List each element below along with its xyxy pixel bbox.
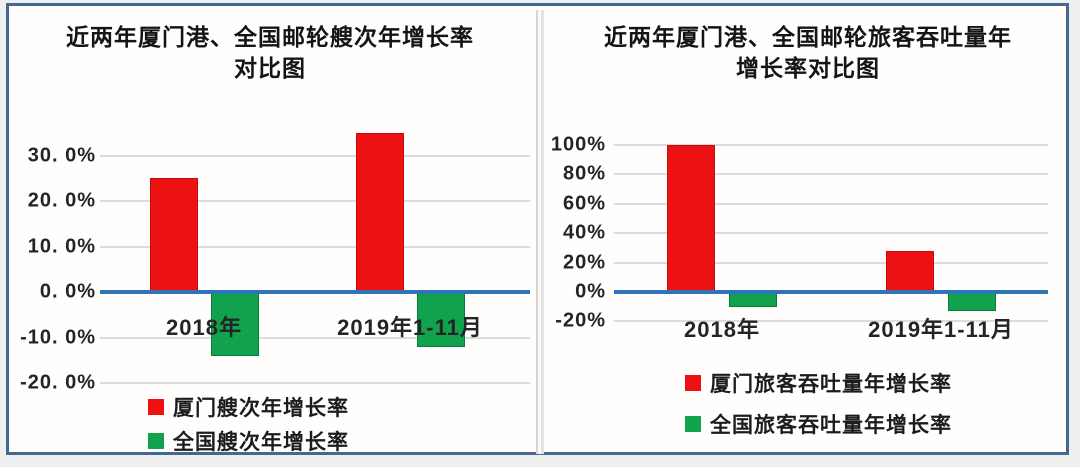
legend-series-label: 全国艘次年增长率 bbox=[173, 431, 349, 454]
bar-series1-cat0 bbox=[210, 292, 259, 356]
right-chart-title-line2: 增长率对比图 bbox=[736, 55, 880, 81]
bar-series0-cat0 bbox=[667, 145, 715, 292]
bar-series1-cat0 bbox=[729, 292, 777, 307]
right-chart-title-line1: 近两年厦门港、全国邮轮旅客吞吐量年 bbox=[604, 24, 1012, 50]
legend-series-label: 厦门旅客吞吐量年增长率 bbox=[710, 373, 952, 396]
x-category-label: 2018年 bbox=[166, 315, 242, 340]
legend-color-swatch bbox=[685, 416, 701, 432]
bar-series1-cat1 bbox=[948, 292, 996, 312]
legend-series-label: 厦门艘次年增长率 bbox=[173, 397, 349, 420]
legend-series-label: 全国旅客吞吐量年增长率 bbox=[710, 414, 952, 437]
y-axis-tick-label: -20. 0% bbox=[20, 371, 96, 394]
y-axis-tick-label: 10. 0% bbox=[27, 235, 96, 257]
y-axis-tick-label: 20% bbox=[562, 251, 606, 274]
right-chart-title: 近两年厦门港、全国邮轮旅客吞吐量年 增长率对比图 bbox=[568, 22, 1048, 84]
y-axis-tick-label: -20% bbox=[555, 309, 606, 332]
gridline bbox=[614, 261, 1048, 264]
legend-item-series1: 全国旅客吞吐量年增长率 bbox=[685, 409, 952, 439]
y-axis-tick-label: 20. 0% bbox=[27, 189, 96, 212]
chart-divider bbox=[536, 10, 541, 454]
bar-series0-cat0 bbox=[149, 178, 198, 292]
gridline bbox=[100, 382, 530, 384]
left-chart-title-line1: 近两年厦门港、全国邮轮艘次年增长率 bbox=[66, 24, 474, 50]
y-axis-tick-label: 40% bbox=[562, 221, 606, 244]
y-axis-tick-label: 60% bbox=[562, 192, 606, 215]
zero-axis-line bbox=[614, 290, 1048, 294]
legend-color-swatch bbox=[685, 375, 701, 391]
y-axis-tick-label: -10. 0% bbox=[20, 326, 96, 348]
legend-item-series1: 全国艘次年增长率 bbox=[148, 426, 349, 456]
gridline bbox=[614, 202, 1048, 205]
bar-series0-cat1 bbox=[886, 250, 934, 292]
y-axis-tick-label: 80% bbox=[562, 162, 606, 185]
x-category-label: 2019年1-11月 bbox=[337, 315, 483, 340]
bar-series0-cat1 bbox=[355, 132, 404, 292]
gridline bbox=[614, 232, 1048, 235]
left-chart-title: 近两年厦门港、全国邮轮艘次年增长率 对比图 bbox=[30, 22, 510, 84]
y-axis-tick-label: 0% bbox=[575, 280, 606, 303]
gridline bbox=[614, 144, 1048, 146]
gridline bbox=[614, 173, 1048, 176]
y-axis-tick-label: 0. 0% bbox=[39, 280, 96, 303]
left-chart-title-line2: 对比图 bbox=[234, 55, 306, 81]
legend-color-swatch bbox=[148, 433, 164, 449]
legend-item-series0: 厦门旅客吞吐量年增长率 bbox=[685, 368, 952, 398]
zero-axis-line bbox=[100, 290, 530, 294]
y-axis-tick-label: 100% bbox=[550, 133, 606, 156]
gridline bbox=[100, 336, 530, 339]
x-category-label: 2018年 bbox=[684, 317, 760, 342]
gridline bbox=[614, 320, 1048, 323]
legend-item-series0: 厦门艘次年增长率 bbox=[148, 392, 349, 422]
gridline bbox=[100, 200, 530, 202]
x-category-label: 2019年1-11月 bbox=[868, 317, 1014, 342]
gridline bbox=[100, 245, 530, 248]
gridline bbox=[100, 154, 530, 157]
right-chart-legend: 厦门旅客吞吐量年增长率 全国旅客吞吐量年增长率 bbox=[685, 368, 952, 439]
legend-color-swatch bbox=[148, 399, 164, 415]
left-chart-legend: 厦门艘次年增长率 全国艘次年增长率 bbox=[148, 392, 349, 456]
y-axis-tick-label: 30. 0% bbox=[27, 144, 96, 166]
